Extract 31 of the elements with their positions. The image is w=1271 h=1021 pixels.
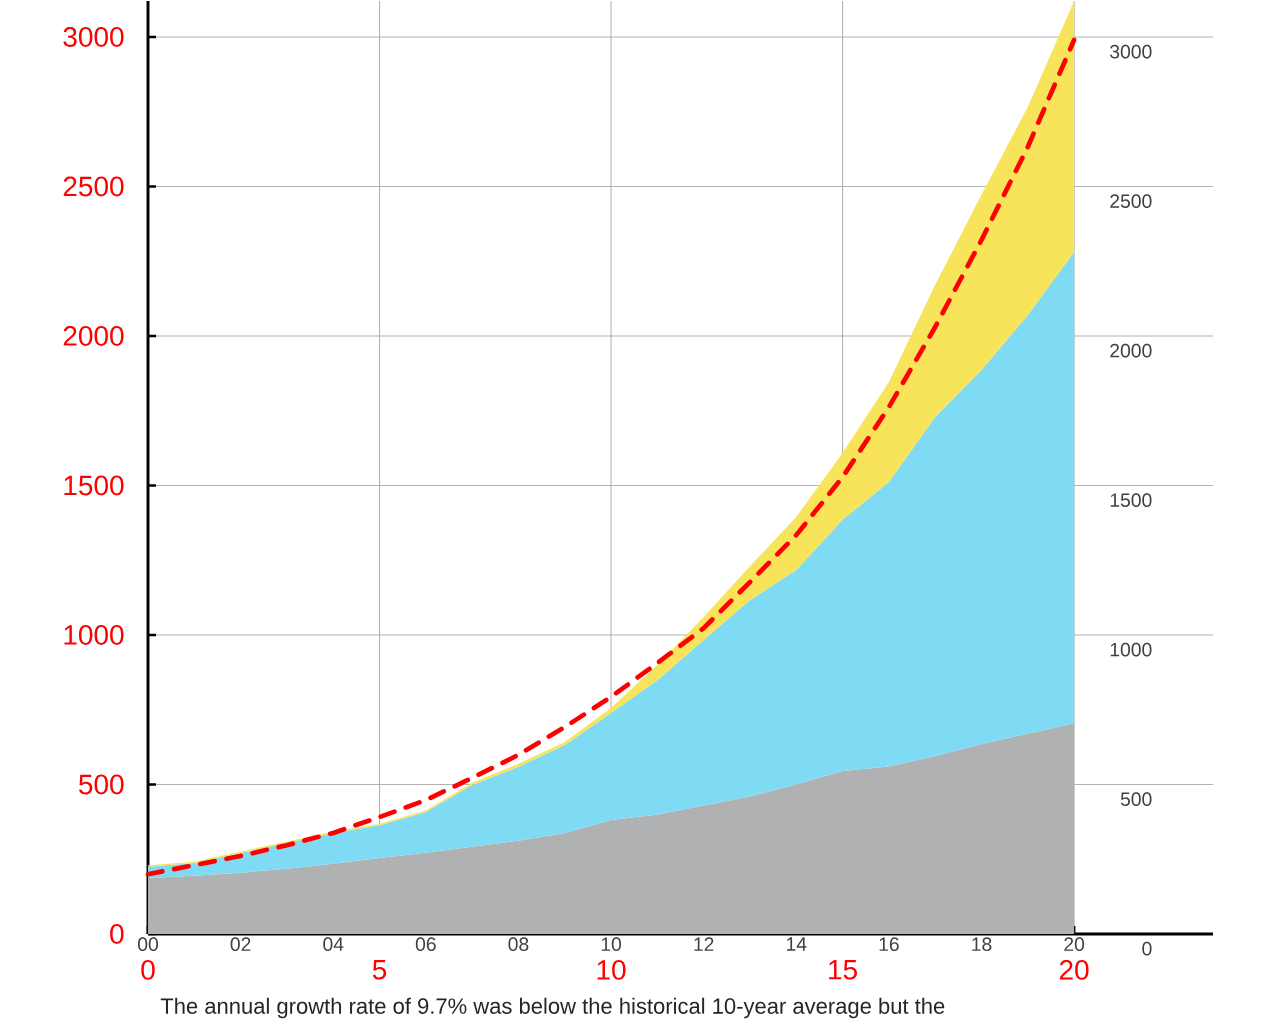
x2-tick-label: 02 xyxy=(230,937,251,952)
text: The annual growth rate of 9.7% was below the historical 10-year average but the xyxy=(160,997,945,1019)
y-tick-label: 2500 xyxy=(63,176,124,197)
y2-tick-label: 3000 xyxy=(1110,44,1152,59)
y2-tick-label: 1500 xyxy=(1110,493,1152,507)
y-tick-label: 500 xyxy=(79,774,124,795)
y2-tick-label: 2000 xyxy=(1110,343,1152,358)
x-tick-label: 5 xyxy=(372,960,387,980)
y2-tick-label: 1000 xyxy=(1110,642,1152,657)
y2-tick-label: 500 xyxy=(1120,792,1152,806)
x-tick-label: 20 xyxy=(1059,960,1089,980)
x2-tick-label: 06 xyxy=(415,937,436,952)
y-tick-label: 1000 xyxy=(64,625,124,645)
x2-tick-label: 10 xyxy=(601,937,622,952)
x2-tick-label: 18 xyxy=(972,937,992,952)
x2-tick-label: 12 xyxy=(694,937,714,951)
x2-tick-label: 14 xyxy=(786,937,807,951)
x2-tick-label: 16 xyxy=(879,937,899,952)
y2-tick-label: 0 xyxy=(1142,941,1152,956)
y2-tick-label: 2500 xyxy=(1110,194,1152,208)
x2-tick-label: 08 xyxy=(508,937,529,952)
y-tick-label: 0 xyxy=(110,924,124,944)
x-tick-label: 10 xyxy=(597,960,626,980)
x2-tick-label: 00 xyxy=(138,937,158,952)
x-tick-label: 0 xyxy=(141,960,155,980)
x2-tick-label: 04 xyxy=(323,937,344,952)
x2-tick-label: 20 xyxy=(1064,937,1085,952)
y-tick-label: 1500 xyxy=(64,475,124,496)
x-tick-label: 15 xyxy=(829,960,857,980)
y-tick-label: 2000 xyxy=(63,326,124,346)
y-tick-label: 3000 xyxy=(63,27,124,47)
